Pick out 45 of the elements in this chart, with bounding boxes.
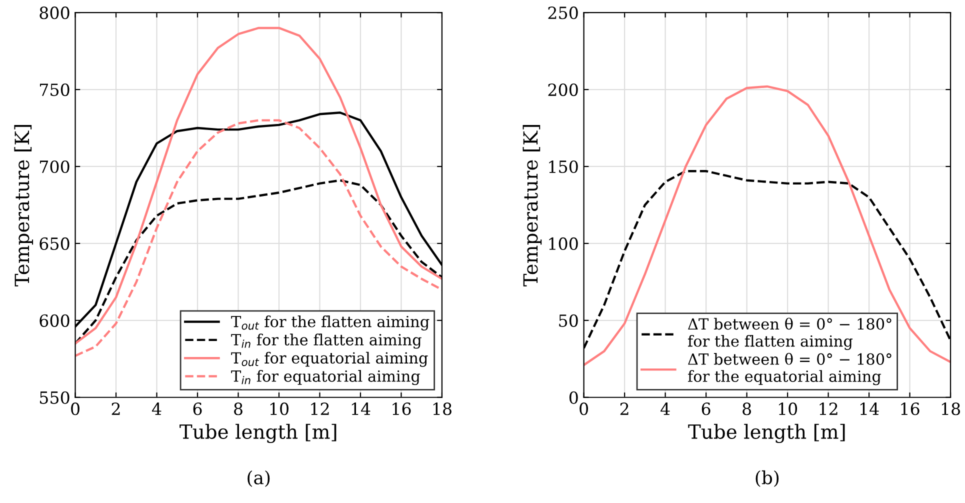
x-axis-title: Tube length [m] (688, 424, 845, 444)
y-tick-label: 600 (40, 314, 70, 327)
y-tick-label: 800 (40, 6, 70, 20)
y-axis-title: Temperature [K] (14, 125, 34, 286)
legend-label: T$_{in}$ for equatorial aiming (231, 370, 420, 386)
text: (a) (248, 470, 270, 487)
legend-label: ΔT between θ = 0° − 180° for the flatten aiming (688, 318, 892, 350)
x-tick-label: 16 (392, 402, 411, 416)
y-tick-label: 550 (40, 391, 70, 404)
y-tick-label: 650 (40, 237, 70, 250)
y-tick-label: 250 (548, 6, 578, 20)
x-tick-label: 2 (620, 402, 628, 415)
x-tick-label: 4 (152, 402, 162, 415)
x-tick-label: 2 (112, 402, 120, 415)
x-tick-label: 12 (311, 402, 329, 415)
y-tick-label: 150 (549, 160, 578, 174)
text: (b) (756, 470, 779, 487)
x-tick-label: 18 (942, 402, 960, 416)
y-axis-title: Temperature [K] (522, 125, 542, 286)
x-tick-label: 12 (820, 402, 838, 415)
x-tick-label: 16 (901, 402, 920, 416)
y-tick-label: 700 (40, 160, 70, 174)
y-tick-label: 100 (549, 237, 578, 250)
x-axis-title: Tube length [m] (180, 424, 336, 444)
legend-label: T$_{out}$ for equatorial aiming (231, 352, 428, 367)
x-tick-label: 4 (660, 402, 670, 415)
line-series (584, 85, 951, 366)
x-tick-label: 8 (234, 402, 242, 416)
x-tick-label: 14 (860, 402, 879, 415)
x-tick-label: 0 (580, 402, 588, 416)
x-tick-label: 6 (702, 402, 710, 416)
x-tick-label: 10 (270, 402, 288, 416)
x-tick-label: 8 (742, 402, 751, 416)
y-tick-label: 0 (569, 391, 578, 404)
y-tick-label: 750 (40, 83, 70, 96)
y-tick-label: 200 (548, 83, 578, 96)
x-tick-label: 14 (352, 402, 370, 415)
x-tick-label: 10 (778, 402, 798, 416)
legend-label: T$_{in}$ for the flatten aiming (231, 334, 422, 349)
x-tick-label: 0 (71, 402, 80, 416)
x-tick-label: 6 (193, 402, 202, 416)
x-tick-label: 18 (433, 402, 452, 416)
y-tick-label: 50 (559, 314, 578, 327)
legend-label: T$_{out}$ for the flatten aiming (231, 315, 430, 330)
legend-label: ΔT between θ = 0° − 180° for the equatorial aiming (688, 352, 892, 386)
